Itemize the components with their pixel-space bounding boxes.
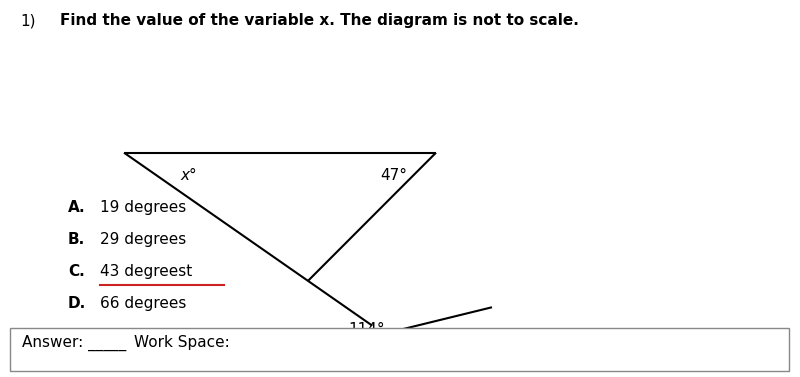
FancyBboxPatch shape (10, 328, 789, 371)
Text: 66 degrees: 66 degrees (100, 296, 186, 311)
Text: 19 degrees: 19 degrees (100, 200, 186, 215)
Text: B.: B. (68, 232, 86, 247)
Text: 47°: 47° (380, 168, 407, 183)
Text: 114°: 114° (348, 322, 385, 337)
Text: 43 degreest: 43 degreest (100, 264, 192, 279)
Text: C.: C. (68, 264, 85, 279)
Text: x°: x° (180, 168, 197, 183)
Text: A.: A. (68, 200, 86, 215)
Text: Work Space:: Work Space: (134, 335, 230, 350)
Text: Answer: _____: Answer: _____ (22, 335, 126, 351)
Text: Find the value of the variable x. The diagram is not to scale.: Find the value of the variable x. The di… (60, 13, 579, 28)
Text: 29 degrees: 29 degrees (100, 232, 186, 247)
Text: D.: D. (68, 296, 86, 311)
Text: 1): 1) (20, 13, 35, 28)
